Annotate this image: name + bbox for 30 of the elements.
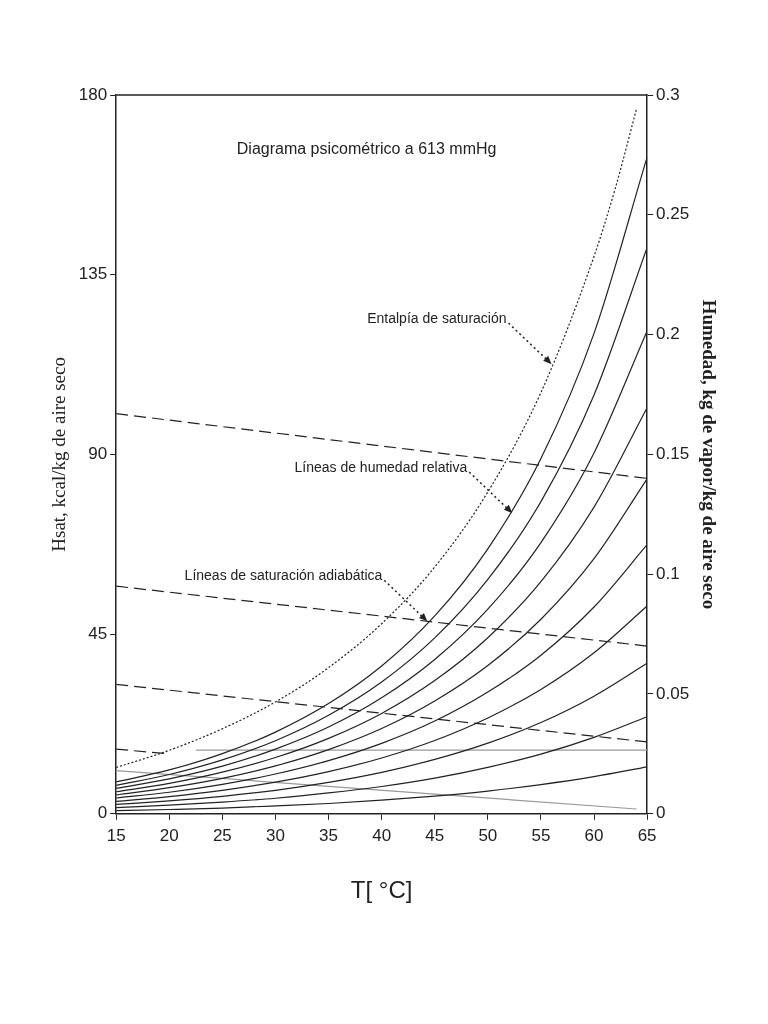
x-tick-label: 50	[478, 825, 498, 845]
x-tick-label: 40	[372, 825, 392, 845]
y-tick-label: 135	[78, 264, 108, 284]
y-tick-label: 45	[88, 623, 108, 643]
y-axis-title: Hsat, kcal/kg de aire seco	[48, 357, 70, 552]
y2-tick-label: 0.2	[656, 324, 680, 344]
y-tick-label: 0	[97, 803, 108, 823]
annotation: Entalpía de saturación	[367, 310, 507, 327]
x-tick-label: 25	[212, 825, 232, 845]
y2-tick-label: 0.1	[656, 563, 680, 583]
x-tick-label: 20	[159, 825, 179, 845]
annotation: Líneas de humedad relativa	[294, 458, 468, 475]
x-tick-label: 45	[425, 825, 445, 845]
x-tick-label: 65	[637, 825, 657, 845]
y2-axis-title: Humedad, kg de vapor/kg de aire seco	[698, 299, 720, 610]
x-tick-label: 35	[319, 825, 338, 845]
x-axis-title: T[ °C]	[350, 876, 413, 904]
y2-tick-label: 0.25	[656, 204, 690, 224]
annotation: Líneas de saturación adiabática	[184, 567, 383, 584]
y2-tick-label: 0.3	[656, 84, 680, 104]
y-tick-label: 90	[88, 444, 108, 464]
text: Diagrama psicométrico a 613 mmHg	[236, 140, 497, 158]
y-tick-label: 180	[78, 84, 108, 104]
x-tick-label: 30	[265, 825, 285, 845]
x-tick-label: 55	[531, 825, 551, 845]
x-tick-label: 15	[106, 825, 126, 845]
y2-tick-label: 0.15	[656, 444, 690, 464]
x-tick-label: 60	[584, 825, 604, 845]
y2-tick-label: 0	[656, 803, 666, 823]
y2-tick-label: 0.05	[656, 683, 690, 703]
